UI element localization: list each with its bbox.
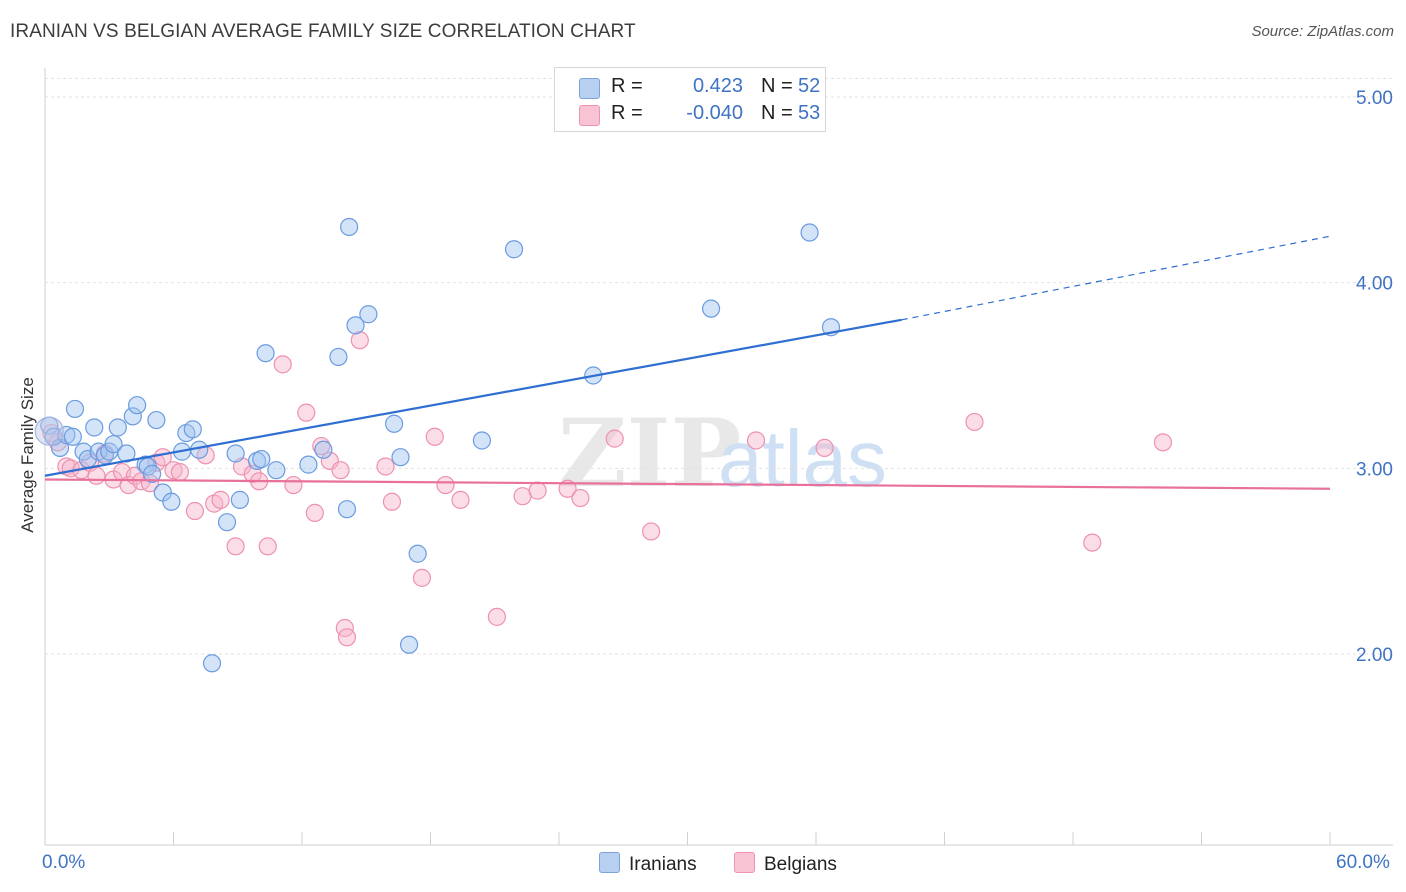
iranian-point [127, 396, 147, 415]
bottom-legend-iranians: Iranians [599, 852, 697, 876]
chart-title: IRANIAN VS BELGIAN AVERAGE FAMILY SIZE C… [10, 21, 636, 42]
iranian-point [504, 240, 524, 259]
bottom-legend-belgians: Belgians [734, 852, 837, 876]
bottom-legend-label-iranians: Iranians [629, 854, 697, 875]
belgian-point [451, 490, 470, 509]
legend-r-value-iranians: 0.423 [692, 75, 743, 97]
iranian-point [85, 418, 104, 437]
iranian-point [329, 347, 348, 367]
bottom-legend-swatch-iranians [599, 852, 620, 873]
iranian-point [57, 425, 76, 445]
belgian-point [382, 492, 402, 511]
belgian-point [284, 475, 303, 495]
belgian-point [436, 475, 455, 495]
source-credit: Source: ZipAtlas.com [1251, 23, 1394, 40]
belgian-point [305, 503, 324, 522]
iranian-point [340, 217, 359, 237]
belgian-point [965, 412, 984, 432]
belgian-point [87, 466, 106, 485]
iranian-point [65, 399, 85, 419]
belgian-point [376, 457, 395, 476]
belgian-point [571, 488, 590, 508]
belgian-point [641, 522, 661, 541]
belgian-point [337, 628, 357, 647]
belgian-point [815, 438, 834, 458]
iranian-point [346, 316, 365, 335]
iranian-point [217, 513, 237, 532]
belgian-point [185, 501, 205, 521]
iranian-point [162, 492, 181, 511]
belgian-point [1083, 533, 1102, 552]
belgian-point [297, 403, 316, 422]
iranian-point [391, 448, 410, 467]
legend-r-value-belgians: -0.040 [686, 102, 743, 124]
iranian-point [123, 407, 142, 426]
iranian-point [63, 427, 82, 446]
iranian-point [183, 420, 202, 439]
iranian-point [226, 444, 245, 463]
belgian-point [211, 490, 230, 509]
iranian-point [384, 414, 404, 433]
iranian-point [230, 490, 249, 509]
x-tick-label-min: 0.0% [42, 852, 86, 873]
bottom-legend-swatch-belgians [734, 852, 755, 873]
belgian-point [487, 607, 506, 626]
belgian-point [273, 355, 292, 374]
belgian-point [558, 479, 577, 498]
belgian-point [226, 537, 245, 556]
watermark-zip: ZIP [558, 399, 741, 509]
iranian-point [701, 299, 721, 318]
legend-r-label: R = [611, 102, 643, 124]
legend-n-value-belgians: 53 [798, 102, 821, 124]
correlation-legend: R = 0.423 N = 52 R = -0.040 N = 53 [554, 67, 826, 132]
iranian-point [314, 440, 333, 459]
legend-r-label: R = [611, 75, 643, 97]
belgian-point [258, 537, 277, 556]
belgian-point [331, 461, 350, 480]
belgian-point [350, 331, 369, 350]
legend-n-label: N = [761, 75, 793, 97]
iranian-point [202, 654, 222, 673]
belgian-point [605, 429, 624, 448]
iranian-point [252, 449, 271, 469]
iranian-point [256, 344, 275, 363]
y-tick-label: 5.00 [1356, 88, 1393, 109]
iranian-point [472, 431, 491, 450]
y-tick-label: 2.00 [1356, 645, 1393, 666]
iranians-trend-line [44, 318, 902, 477]
iranian-point [108, 418, 127, 437]
legend-swatch-iranians [579, 78, 600, 99]
belgian-point [746, 431, 766, 450]
legend-n-value-iranians: 52 [798, 75, 821, 97]
bottom-legend-label-belgians: Belgians [764, 854, 837, 875]
legend-swatch-belgians [579, 105, 600, 126]
iranian-point [299, 455, 318, 474]
watermark-atlas: atlas [718, 414, 887, 503]
y-tick-label: 3.00 [1356, 459, 1393, 480]
belgian-point [170, 462, 190, 482]
belgian-point [164, 461, 183, 480]
iranian-point [337, 500, 357, 519]
belgian-point [1153, 433, 1173, 452]
iranian-point [147, 410, 166, 430]
belgians-trend-line [44, 478, 1331, 490]
iranian-point [399, 635, 419, 654]
iranian-point [142, 464, 162, 484]
iranian-point [359, 305, 378, 324]
y-tick-label: 4.00 [1356, 274, 1393, 295]
belgian-point [425, 427, 444, 446]
iranians-trend-extension [901, 235, 1331, 321]
belgian-point [528, 481, 547, 500]
iranian-point [104, 435, 123, 454]
x-tick-label-max: 60.0% [1336, 852, 1390, 873]
iranian-point [408, 544, 427, 563]
large-point [34, 416, 64, 446]
iranian-point [267, 461, 286, 480]
belgian-point [412, 568, 432, 587]
y-axis-label: Average Family Size [18, 377, 37, 533]
iranian-point [800, 223, 819, 242]
legend-n-label: N = [761, 102, 793, 124]
